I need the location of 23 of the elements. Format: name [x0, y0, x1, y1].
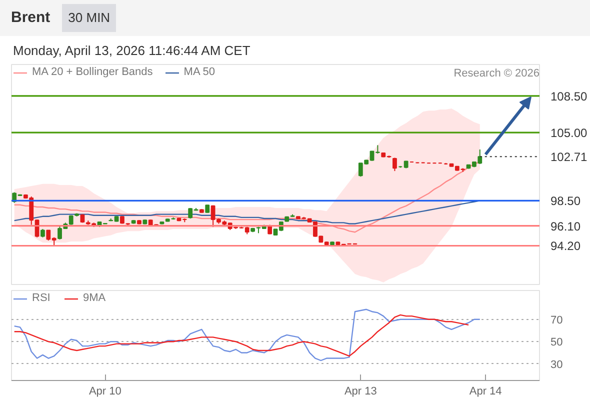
y-tick-label: 50	[550, 336, 563, 349]
x-tick-label: Apr 13	[344, 386, 377, 398]
y-tick-label: 30	[550, 358, 563, 371]
chart-title: Brent	[11, 8, 50, 28]
y-tick-label: 96.10	[550, 219, 581, 234]
text: Monday, April 13, 2026 11:46:44 AM CET	[12, 42, 252, 60]
x-tick-label: Apr 14	[469, 386, 502, 398]
y-tick-label: 105.00	[550, 126, 588, 140]
line-series	[14, 314, 470, 357]
x-tick-label: Apr 10	[88, 386, 122, 398]
chart-subtitle: 30 MIN	[62, 4, 116, 32]
annotation: Research © 2026	[454, 68, 540, 80]
y-tick-label: 108.50	[550, 89, 588, 104]
line-series	[14, 308, 480, 362]
legend-label: MA 50	[184, 66, 215, 78]
y-tick-label: 98.50	[550, 194, 581, 208]
y-tick-label: 102.71	[550, 150, 588, 164]
legend-label: 9MA	[83, 292, 106, 304]
candlestick	[392, 157, 397, 172]
y-tick-label: 70	[550, 314, 563, 326]
legend-label: MA 20 + Bollinger Bands	[32, 66, 153, 78]
y-tick-label: 94.20	[550, 239, 581, 254]
legend-label: RSI	[32, 292, 52, 304]
